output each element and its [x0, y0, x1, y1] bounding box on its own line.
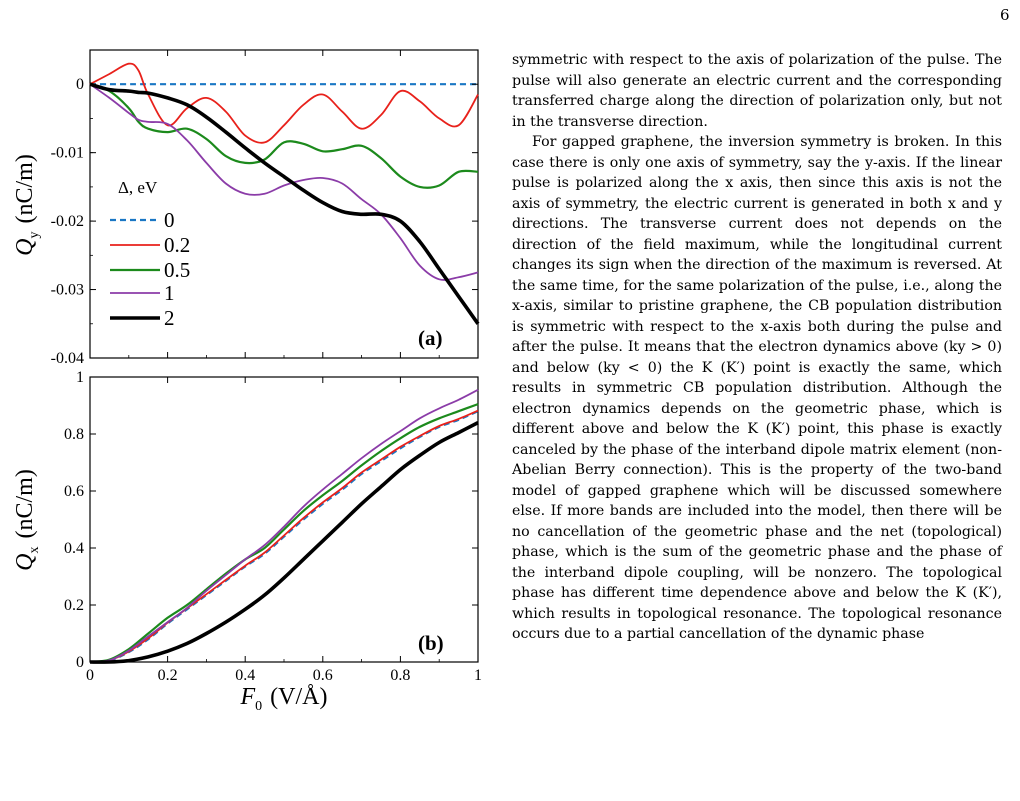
panel-b-yticks: 1 0.8 0.6 0.4 0.2 0 [64, 369, 478, 671]
panel-b-ytick-label: 0.6 [64, 483, 84, 500]
panel-a-series-line-0.5 [89, 83, 479, 189]
legend-label-0.2: 0.2 [164, 233, 190, 257]
panel-b-xtick-label: 0.2 [158, 667, 178, 684]
page-number: 6 [1000, 6, 1010, 24]
panel-b-series-line-0.2 [89, 409, 479, 663]
panel-a-yticks: 0 -0.01 -0.02 -0.03 -0.04 [51, 49, 478, 367]
panel-a-series-line-0.2 [89, 62, 479, 144]
panel-b-xticks: 0 0.2 0.4 0.6 0.8 1 [86, 50, 482, 684]
panel-b-series-line-2 [89, 421, 479, 664]
panel-a-ytick-label: 0 [76, 76, 84, 93]
legend-title: Δ, eV [118, 178, 158, 197]
panel-a-ylabel: Qy(nC/m) [12, 154, 42, 256]
panel-b-series [89, 389, 479, 664]
panel-b-xtick-label: 0.8 [390, 667, 410, 684]
legend-label-0: 0 [164, 208, 175, 232]
panel-a-ytick-label: -0.04 [51, 350, 84, 367]
panel-b-ytick-label: 1 [76, 369, 84, 386]
panel-b-xtick-label: 0.6 [313, 667, 333, 684]
paragraph-1: symmetric with respect to the axis of po… [512, 52, 1002, 130]
legend-label-1: 1 [164, 281, 175, 305]
panel-b-ylabel: Qx(nC/m) [12, 469, 42, 571]
panel-b-xtick-label: 1 [474, 667, 482, 684]
legend-entries: 00.20.512 [110, 208, 190, 330]
panel-b-ytick-label: 0 [76, 654, 84, 671]
panel-b-series-line-1 [89, 389, 479, 663]
panel-b-ytick-label: 0.8 [64, 426, 84, 443]
panel-a-tag: (a) [418, 326, 443, 350]
panel-a-series [89, 62, 480, 325]
legend-label-0.5: 0.5 [164, 258, 190, 282]
panel-a-ytick-label: -0.02 [51, 213, 84, 230]
panel-a-ytick-label: -0.01 [51, 145, 84, 162]
panel-b-series-line-0.5 [89, 403, 479, 664]
legend: Δ, eV 00.20.512 [110, 178, 190, 330]
panel-b-ytick-label: 0.2 [64, 597, 84, 614]
panel-a-series-line-2 [89, 82, 480, 325]
panel-a-series-line-1 [89, 83, 479, 281]
panel-b-ytick-label: 0.4 [64, 540, 84, 557]
panel-b-tag: (b) [418, 631, 444, 655]
body-text: symmetric with respect to the axis of po… [512, 50, 1002, 645]
panel-a-ytick-label: -0.03 [51, 282, 84, 299]
figure: 0-0.01-0.02-0.03-0.04 10.80.60.40.20 0 0.… [12, 49, 482, 714]
panel-b-xtick-label: 0.4 [235, 667, 255, 684]
panel-b-frame [89, 376, 479, 663]
panel-b-xlabel: F0 (V/Å) [240, 684, 328, 714]
legend-label-2: 2 [164, 306, 175, 330]
paragraph-2: For gapped graphene, the inversion symme… [512, 134, 1002, 642]
panel-b-xtick-label: 0 [86, 667, 94, 684]
